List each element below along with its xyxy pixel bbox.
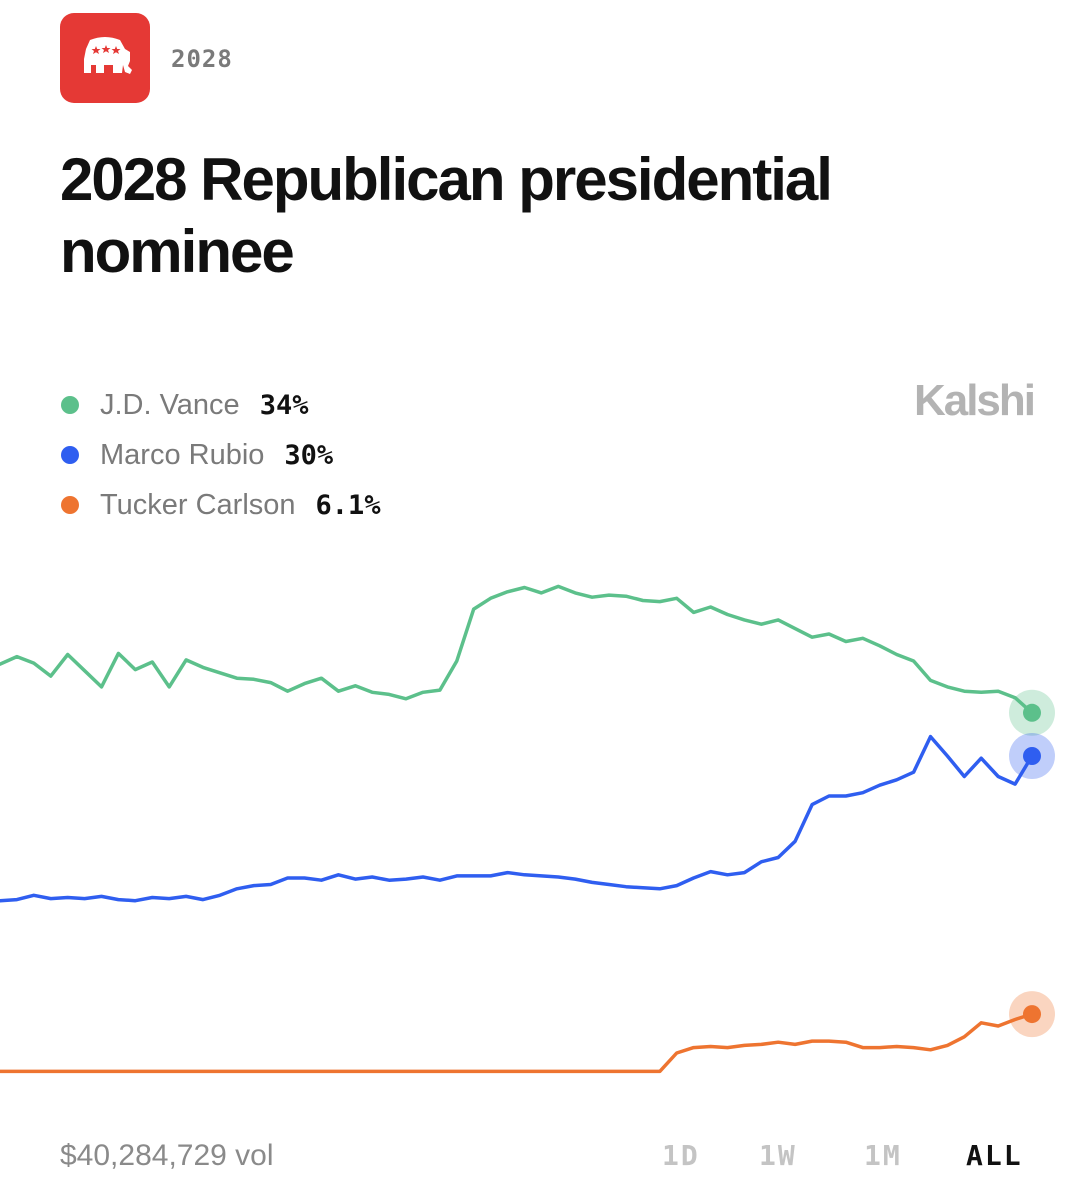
category-tag: 2028 [171,45,233,73]
legend-value: 34% [259,389,309,421]
price-history-chart[interactable] [0,540,1092,1100]
legend-dot [61,396,79,414]
republican-elephant-icon [84,37,132,74]
legend-dot [61,446,79,464]
range-tab-1w[interactable]: 1W [759,1139,797,1172]
legend-name: J.D. Vance [100,388,240,421]
range-tab-1m[interactable]: 1M [864,1139,902,1172]
legend-name: Marco Rubio [100,438,265,471]
endpoint-dot-j-d-vance[interactable] [1023,703,1041,722]
legend-item-carlson: Tucker Carlson 6.1% [60,480,381,530]
legend-value: 30% [284,439,334,471]
brand-logo: Kalshi [913,376,1036,425]
series-line-tucker-carlson [0,1012,1034,1074]
legend-item-vance: J.D. Vance 34% [60,380,381,430]
chart-legend: J.D. Vance 34% Marco Rubio 30% Tucker Ca… [60,380,381,530]
legend-value: 6.1% [315,489,381,521]
page-title: 2028 Republican presidential nominee [60,146,833,285]
party-logo [60,13,150,103]
legend-name: Tucker Carlson [100,488,296,521]
range-tab-1d[interactable]: 1D [662,1139,700,1172]
endpoint-dot-tucker-carlson[interactable] [1023,1005,1041,1024]
legend-dot [61,496,79,514]
endpoint-dot-marco-rubio[interactable] [1023,747,1041,765]
time-range-tabs: 1D 1W 1M ALL [0,1139,1092,1179]
legend-item-rubio: Marco Rubio 30% [60,430,381,480]
series-line-j-d-vance [0,584,1034,715]
volume-label: $40,284,729 vol [60,1139,274,1172]
range-tab-all[interactable]: ALL [966,1139,1023,1172]
series-line-marco-rubio [0,734,1034,903]
